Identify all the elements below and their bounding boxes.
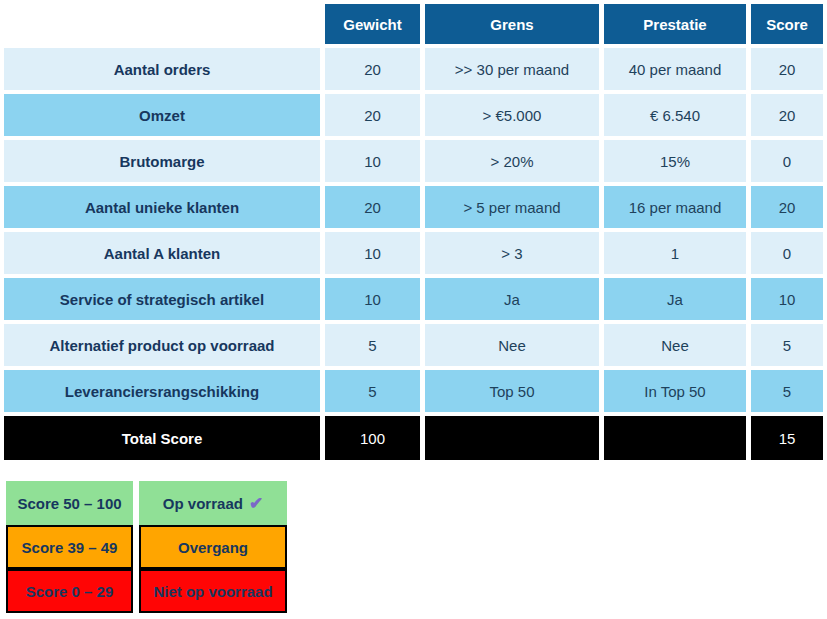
prestatie-cell: Ja bbox=[604, 278, 746, 320]
row-label-alternatief-product: Alternatief product op voorraad bbox=[4, 324, 320, 366]
scorecard-table: Gewicht Grens Prestatie Score Aantal ord… bbox=[0, 0, 827, 460]
gewicht-cell: 5 bbox=[325, 370, 420, 412]
score-cell: 10 bbox=[751, 278, 823, 320]
total-prestatie-cell bbox=[604, 416, 746, 460]
gewicht-cell: 5 bbox=[325, 324, 420, 366]
legend-status-orange: Overgang bbox=[139, 525, 287, 569]
gewicht-cell: 10 bbox=[325, 232, 420, 274]
column-header-grens: Grens bbox=[425, 4, 599, 44]
score-cell: 20 bbox=[751, 48, 823, 90]
gewicht-cell: 10 bbox=[325, 140, 420, 182]
row-label-aantal-orders: Aantal orders bbox=[4, 48, 320, 90]
legend-status-green-label: Op vorraad bbox=[163, 495, 243, 512]
check-icon: ✔ bbox=[249, 493, 263, 514]
row-label-leveranciersrangschikking: Leveranciersrangschikking bbox=[4, 370, 320, 412]
header-empty-cell bbox=[4, 4, 320, 44]
grens-cell: > 20% bbox=[425, 140, 599, 182]
prestatie-cell: In Top 50 bbox=[604, 370, 746, 412]
legend-range-orange: Score 39 – 49 bbox=[6, 525, 133, 569]
gewicht-cell: 20 bbox=[325, 186, 420, 228]
gewicht-cell: 20 bbox=[325, 94, 420, 136]
total-score-value-cell: 15 bbox=[751, 416, 823, 460]
score-cell: 0 bbox=[751, 232, 823, 274]
prestatie-cell: 16 per maand bbox=[604, 186, 746, 228]
row-label-service-artikel: Service of strategisch artikel bbox=[4, 278, 320, 320]
score-cell: 20 bbox=[751, 186, 823, 228]
row-label-omzet: Omzet bbox=[4, 94, 320, 136]
prestatie-cell: 40 per maand bbox=[604, 48, 746, 90]
total-gewicht-cell: 100 bbox=[325, 416, 420, 460]
column-header-score: Score bbox=[751, 4, 823, 44]
grens-cell: Ja bbox=[425, 278, 599, 320]
legend-range-green: Score 50 – 100 bbox=[6, 481, 133, 525]
total-score-label-cell: Total Score bbox=[4, 416, 320, 460]
grens-cell: > €5.000 bbox=[425, 94, 599, 136]
row-label-aantal-a-klanten: Aantal A klanten bbox=[4, 232, 320, 274]
total-grens-cell bbox=[425, 416, 599, 460]
prestatie-cell: Nee bbox=[604, 324, 746, 366]
legend-status-green: Op vorraad ✔ bbox=[139, 481, 287, 525]
gewicht-cell: 10 bbox=[325, 278, 420, 320]
legend-status-red: Niet op voorraad bbox=[139, 569, 287, 613]
score-cell: 5 bbox=[751, 324, 823, 366]
column-header-gewicht: Gewicht bbox=[325, 4, 420, 44]
grens-cell: >> 30 per maand bbox=[425, 48, 599, 90]
score-cell: 20 bbox=[751, 94, 823, 136]
grens-cell: > 5 per maand bbox=[425, 186, 599, 228]
gewicht-cell: 20 bbox=[325, 48, 420, 90]
score-cell: 5 bbox=[751, 370, 823, 412]
prestatie-cell: 1 bbox=[604, 232, 746, 274]
grens-cell: Top 50 bbox=[425, 370, 599, 412]
prestatie-cell: € 6.540 bbox=[604, 94, 746, 136]
score-cell: 0 bbox=[751, 140, 823, 182]
row-label-brutomarge: Brutomarge bbox=[4, 140, 320, 182]
row-label-aantal-unieke-klanten: Aantal unieke klanten bbox=[4, 186, 320, 228]
prestatie-cell: 15% bbox=[604, 140, 746, 182]
column-header-prestatie: Prestatie bbox=[604, 4, 746, 44]
legend-range-red: Score 0 – 29 bbox=[6, 569, 133, 613]
score-legend: Score 50 – 100 Op vorraad ✔ Score 39 – 4… bbox=[6, 481, 287, 613]
grens-cell: > 3 bbox=[425, 232, 599, 274]
grens-cell: Nee bbox=[425, 324, 599, 366]
